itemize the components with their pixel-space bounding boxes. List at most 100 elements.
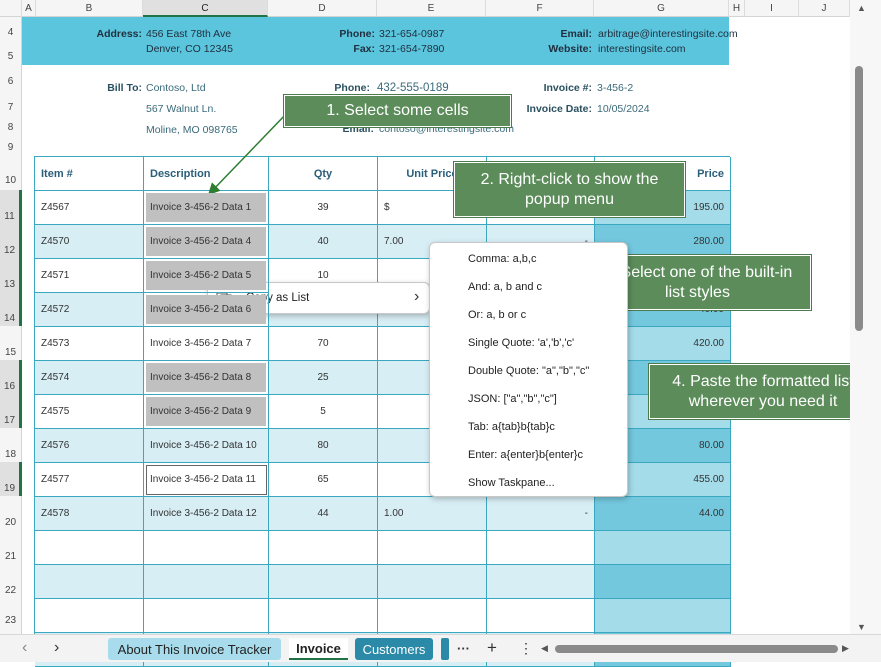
row-header-18[interactable]: 18 xyxy=(0,428,22,462)
submenu-item-double-quote[interactable]: Double Quote: "a","b","c" xyxy=(468,365,590,377)
table-empty-cell[interactable] xyxy=(35,531,144,565)
column-header-h[interactable]: H xyxy=(729,0,745,17)
column-header-c[interactable]: C xyxy=(143,0,268,17)
submenu-item-single-quote[interactable]: Single Quote: 'a','b','c' xyxy=(468,337,575,349)
row-header-19[interactable]: 19 xyxy=(0,462,22,496)
prev-sheet-icon[interactable]: ‹ xyxy=(22,639,28,656)
table-cell-desc[interactable]: Invoice 3-456-2 Data 12 xyxy=(144,497,269,531)
row-header-5[interactable]: 5 xyxy=(0,48,22,66)
table-cell-item[interactable]: Z4570 xyxy=(35,225,144,259)
table-empty-cell[interactable] xyxy=(269,565,378,599)
submenu-item-tab[interactable]: Tab: a{tab}b{tab}c xyxy=(468,421,555,433)
column-header-j[interactable]: J xyxy=(799,0,850,17)
table-cell-desc[interactable]: Invoice 3-456-2 Data 7 xyxy=(144,327,269,361)
table-empty-cell[interactable] xyxy=(269,531,378,565)
table-cell-desc[interactable]: Invoice 3-456-2 Data 6 xyxy=(144,293,269,327)
table-cell-qty[interactable]: 5 xyxy=(269,395,378,429)
table-cell-item[interactable]: Z4571 xyxy=(35,259,144,293)
table-cell-desc[interactable]: Invoice 3-456-2 Data 5 xyxy=(144,259,269,293)
table-cell-item[interactable]: Z4578 xyxy=(35,497,144,531)
submenu-item-enter[interactable]: Enter: a{enter}b{enter}c xyxy=(468,449,583,461)
column-header-g[interactable]: G xyxy=(594,0,729,17)
table-cell-item[interactable]: Z4575 xyxy=(35,395,144,429)
table-empty-cell[interactable] xyxy=(144,565,269,599)
table-empty-cell[interactable] xyxy=(595,531,731,565)
row-header-10[interactable]: 10 xyxy=(0,158,22,190)
table-cell-item[interactable]: Z4567 xyxy=(35,191,144,225)
row-header-20[interactable]: 20 xyxy=(0,496,22,530)
more-sheets-icon[interactable]: ··· xyxy=(457,641,470,656)
table-empty-cell[interactable] xyxy=(487,565,595,599)
table-cell-desc[interactable]: Invoice 3-456-2 Data 8 xyxy=(144,361,269,395)
table-empty-cell[interactable] xyxy=(378,565,487,599)
table-cell-desc[interactable]: Invoice 3-456-2 Data 11 xyxy=(144,463,269,497)
table-cell-item[interactable]: Z4573 xyxy=(35,327,144,361)
column-header-e[interactable]: E xyxy=(377,0,486,17)
column-header-i[interactable]: I xyxy=(745,0,799,17)
table-empty-cell[interactable] xyxy=(595,599,731,633)
table-cell-item[interactable]: Z4574 xyxy=(35,361,144,395)
table-empty-cell[interactable] xyxy=(144,599,269,633)
table-cell-unit[interactable]: 1.00 xyxy=(378,497,487,531)
submenu-item-comma[interactable]: Comma: a,b,c xyxy=(468,253,537,265)
scroll-left-icon[interactable]: ◀ xyxy=(541,643,548,653)
table-cell-qty[interactable]: 40 xyxy=(269,225,378,259)
table-cell-item[interactable]: Z4572 xyxy=(35,293,144,327)
add-sheet-icon[interactable]: + xyxy=(487,638,497,657)
table-empty-cell[interactable] xyxy=(378,599,487,633)
table-cell-price[interactable]: 44.00 xyxy=(595,497,731,531)
table-cell-desc[interactable]: Invoice 3-456-2 Data 1 xyxy=(144,191,269,225)
tab-invoice[interactable]: Invoice xyxy=(289,638,348,660)
scroll-up-icon[interactable]: ▲ xyxy=(857,3,866,13)
row-header-21[interactable]: 21 xyxy=(0,530,22,564)
tab-about-invoice-tracker[interactable]: About This Invoice Tracker xyxy=(108,638,281,660)
table-cell-desc[interactable]: Invoice 3-456-2 Data 4 xyxy=(144,225,269,259)
row-header-14[interactable]: 14 xyxy=(0,292,22,326)
submenu-item-json[interactable]: JSON: ["a","b","c"] xyxy=(468,393,557,405)
row-header-8[interactable]: 8 xyxy=(0,118,22,138)
table-cell-item[interactable]: Z4576 xyxy=(35,429,144,463)
table-empty-cell[interactable] xyxy=(487,599,595,633)
table-cell-qty[interactable]: 44 xyxy=(269,497,378,531)
table-empty-cell[interactable] xyxy=(35,599,144,633)
scroll-right-icon[interactable]: ▶ xyxy=(842,643,849,653)
table-empty-cell[interactable] xyxy=(378,531,487,565)
next-sheet-icon[interactable]: › xyxy=(54,639,60,656)
table-cell-qty[interactable]: 39 xyxy=(269,191,378,225)
select-all-corner[interactable] xyxy=(0,0,22,17)
row-header-12[interactable]: 12 xyxy=(0,224,22,258)
row-header-9[interactable]: 9 xyxy=(0,138,22,158)
row-header-17[interactable]: 17 xyxy=(0,394,22,428)
table-empty-cell[interactable] xyxy=(144,531,269,565)
table-empty-cell[interactable] xyxy=(487,531,595,565)
table-cell-disc[interactable]: - xyxy=(487,497,595,531)
submenu-item-and[interactable]: And: a, b and c xyxy=(468,281,542,293)
sheet-options-icon[interactable]: ⋮ xyxy=(519,640,533,656)
submenu-item-show-taskpane[interactable]: Show Taskpane... xyxy=(468,477,555,489)
vertical-scrollbar[interactable]: ▲ ▼ xyxy=(850,0,881,634)
scroll-down-icon[interactable]: ▼ xyxy=(857,622,866,632)
column-header-f[interactable]: F xyxy=(486,0,594,17)
row-header-22[interactable]: 22 xyxy=(0,564,22,598)
horizontal-scroll-thumb[interactable] xyxy=(555,645,838,653)
submenu-item-or[interactable]: Or: a, b or c xyxy=(468,309,527,321)
row-header-23[interactable]: 23 xyxy=(0,598,22,634)
table-empty-cell[interactable] xyxy=(595,565,731,599)
row-header-11[interactable]: 11 xyxy=(0,190,22,224)
column-header-a[interactable]: A xyxy=(22,0,36,17)
vertical-scroll-thumb[interactable] xyxy=(855,66,863,331)
column-header-d[interactable]: D xyxy=(268,0,377,17)
row-header-7[interactable]: 7 xyxy=(0,98,22,118)
table-cell-qty[interactable]: 80 xyxy=(269,429,378,463)
row-header-13[interactable]: 13 xyxy=(0,258,22,292)
table-cell-desc[interactable]: Invoice 3-456-2 Data 10 xyxy=(144,429,269,463)
row-header-16[interactable]: 16 xyxy=(0,360,22,394)
row-header-4[interactable]: 4 xyxy=(0,17,22,48)
table-cell-qty[interactable]: 65 xyxy=(269,463,378,497)
table-cell-qty[interactable]: 70 xyxy=(269,327,378,361)
table-cell-item[interactable]: Z4577 xyxy=(35,463,144,497)
row-header-15[interactable]: 15 xyxy=(0,326,22,360)
tab-partial[interactable] xyxy=(441,638,449,660)
table-empty-cell[interactable] xyxy=(35,565,144,599)
table-cell-desc[interactable]: Invoice 3-456-2 Data 9 xyxy=(144,395,269,429)
